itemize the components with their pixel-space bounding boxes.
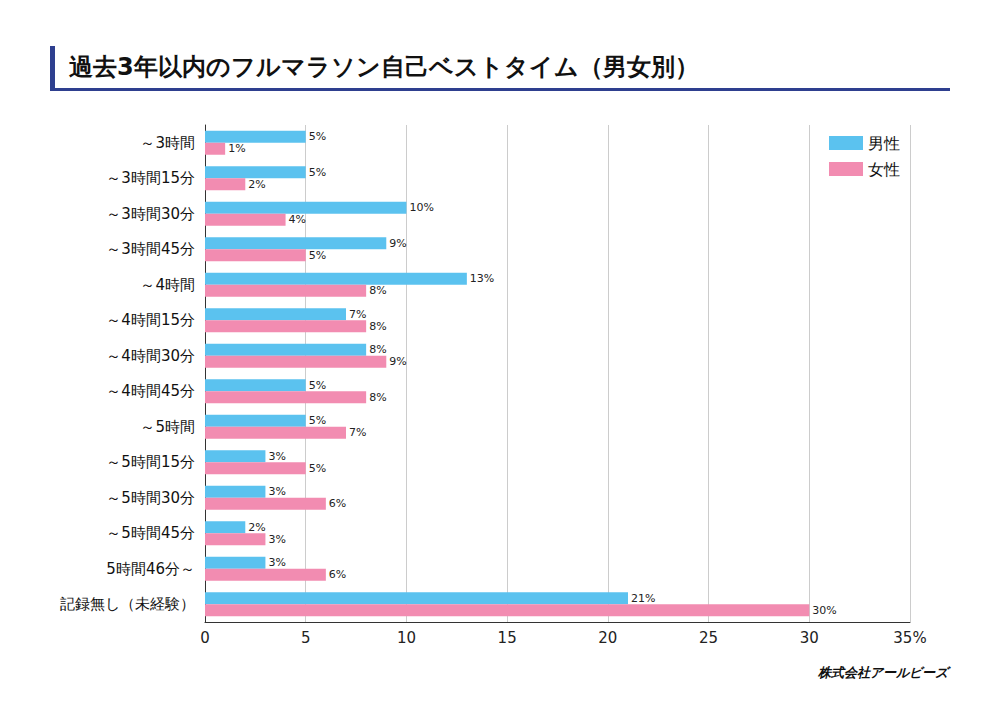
svg-text:5%: 5% [309,414,326,427]
svg-text:～4時間15分: ～4時間15分 [106,311,195,329]
svg-text:5%: 5% [309,130,326,143]
svg-text:～5時間45分: ～5時間45分 [106,524,195,542]
svg-text:25: 25 [699,629,718,647]
svg-text:8%: 8% [369,343,386,356]
svg-text:3%: 3% [268,485,285,498]
svg-text:4%: 4% [289,213,306,226]
svg-text:2%: 2% [248,178,265,191]
svg-text:0: 0 [200,629,210,647]
svg-text:株式会社アールビーズ: 株式会社アールビーズ [817,665,951,680]
svg-text:10%: 10% [409,201,433,214]
svg-text:2%: 2% [248,521,265,534]
svg-text:過去3年以内のフルマラソン自己ベストタイム（男女別）: 過去3年以内のフルマラソン自己ベストタイム（男女別） [69,53,699,81]
svg-text:～4時間: ～4時間 [140,276,195,294]
svg-text:～4時間45分: ～4時間45分 [106,382,195,400]
svg-text:7%: 7% [349,308,366,321]
svg-text:8%: 8% [369,320,386,333]
svg-text:1%: 1% [228,142,245,155]
svg-text:～3時間: ～3時間 [140,134,195,152]
svg-text:～4時間30分: ～4時間30分 [106,347,195,365]
svg-text:5%: 5% [309,166,326,179]
svg-text:～5時間30分: ～5時間30分 [106,489,195,507]
svg-text:女性: 女性 [868,160,900,179]
svg-text:5時間46分～: 5時間46分～ [106,560,195,578]
svg-text:～5時間: ～5時間 [140,418,195,436]
svg-text:21%: 21% [631,592,655,605]
svg-text:3%: 3% [268,533,285,546]
svg-text:～5時間15分: ～5時間15分 [106,453,195,471]
svg-text:10: 10 [397,629,416,647]
svg-text:5%: 5% [309,379,326,392]
svg-text:～3時間30分: ～3時間30分 [106,205,195,223]
svg-text:9%: 9% [389,237,406,250]
svg-text:5%: 5% [309,249,326,262]
svg-text:～3時間15分: ～3時間15分 [106,169,195,187]
svg-text:9%: 9% [389,355,406,368]
svg-text:13%: 13% [470,272,494,285]
svg-text:5: 5 [301,629,311,647]
svg-text:30%: 30% [812,604,836,617]
svg-text:35%: 35% [893,629,926,647]
svg-text:～3時間45分: ～3時間45分 [106,240,195,258]
svg-text:8%: 8% [369,284,386,297]
svg-text:15: 15 [498,629,517,647]
svg-text:男性: 男性 [868,134,900,153]
svg-text:20: 20 [598,629,617,647]
svg-text:6%: 6% [329,568,346,581]
svg-text:3%: 3% [268,556,285,569]
svg-text:7%: 7% [349,426,366,439]
svg-text:5%: 5% [309,462,326,475]
svg-text:6%: 6% [329,497,346,510]
svg-text:3%: 3% [268,450,285,463]
svg-text:記録無し（未経験）: 記録無し（未経験） [60,595,195,613]
svg-text:30: 30 [800,629,819,647]
svg-text:8%: 8% [369,391,386,404]
